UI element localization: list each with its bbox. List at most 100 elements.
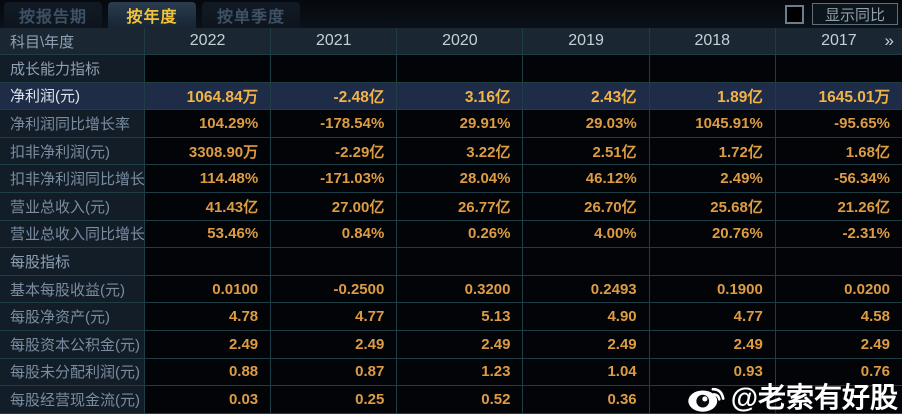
year-header-2018[interactable]: 2018 (649, 28, 776, 55)
cell-value (523, 55, 650, 83)
cell-value: 1045.91% (649, 110, 776, 138)
row-label: 营业总收入(元) (0, 192, 145, 221)
cell-value: 4.77 (271, 303, 398, 331)
row-label: 扣非净利润(元) (0, 137, 145, 166)
row-label: 成长能力指标 (0, 55, 145, 83)
cell-value (775, 248, 902, 276)
cell-value: 28.04% (397, 165, 524, 193)
cell-value: 0.03 (145, 386, 272, 414)
year-header-2022[interactable]: 2022 (145, 28, 272, 55)
cell-value: 0.36 (523, 386, 650, 414)
cell-value: 4.77 (649, 303, 776, 331)
cell-value: 27.00亿 (271, 192, 398, 221)
cell-value: 3308.90万 (145, 137, 272, 166)
cell-value (397, 248, 524, 276)
cell-value: 26.77亿 (397, 192, 524, 221)
cell-value: -171.03% (271, 165, 398, 193)
cell-value (145, 248, 272, 276)
table-row[interactable]: 基本每股收益(元) 0.0100 -0.2500 0.3200 0.2493 0.1900… (0, 275, 902, 304)
section-row: 成长能力指标 (0, 55, 902, 83)
table-row[interactable]: 净利润(元) 1064.84万 -2.48亿 3.16亿 2.43亿 1.89亿 1645.… (0, 82, 902, 111)
row-label: 每股资本公积金(元) (0, 330, 145, 359)
tab-by-single-quarter[interactable]: 按单季度 (202, 2, 300, 28)
year-header-2017-label: 2017 (821, 32, 857, 49)
cell-value: 114.48% (145, 165, 272, 193)
cell-value (649, 386, 776, 414)
cell-value (271, 55, 398, 83)
cell-value: 104.29% (145, 110, 272, 138)
cell-value: 29.03% (523, 110, 650, 138)
cell-value: 0.87 (271, 358, 398, 387)
tab-by-report-period[interactable]: 按报告期 (4, 2, 102, 28)
cell-value: 29.91% (397, 110, 524, 138)
cell-value: -56.34% (775, 165, 902, 193)
row-label: 每股经营现金流(元) (0, 386, 145, 414)
cell-value: 1.23 (397, 358, 524, 387)
cell-value: 4.78 (145, 303, 272, 331)
cell-value: 2.49% (649, 165, 776, 193)
cell-value: -0.2500 (271, 275, 398, 304)
row-label: 净利润同比增长率 (0, 110, 145, 138)
cell-value: 0.25 (271, 386, 398, 414)
cell-value: 4.58 (775, 303, 902, 331)
table-row[interactable]: 每股经营现金流(元) 0.03 0.25 0.52 0.36 (0, 386, 902, 414)
cell-value: 3.16亿 (397, 82, 524, 111)
year-header-2020[interactable]: 2020 (397, 28, 524, 55)
tab-by-year[interactable]: 按年度 (108, 2, 196, 28)
cell-value: 0.1900 (649, 275, 776, 304)
row-label: 每股指标 (0, 248, 145, 276)
cell-value (523, 248, 650, 276)
cell-value: 0.93 (649, 358, 776, 387)
period-tabbar: 按报告期 按年度 按单季度 显示同比 (0, 0, 902, 28)
cell-value (271, 248, 398, 276)
cell-value: 1064.84万 (145, 82, 272, 111)
cell-value: 1645.01万 (775, 82, 902, 111)
show-yoy-button[interactable]: 显示同比 (811, 3, 898, 25)
cell-value (775, 55, 902, 83)
table-row[interactable]: 营业总收入同比增长率53.46%0.84%0.26%4.00%20.76%-2.… (0, 220, 902, 249)
table-row[interactable]: 扣非净利润同比增长率114.48%-171.03%28.04%46.12%2.4… (0, 165, 902, 193)
cell-value: 2.43亿 (523, 82, 650, 111)
cell-value: 0.26% (397, 220, 524, 249)
cell-value: 41.43亿 (145, 192, 272, 221)
year-header-2021[interactable]: 2021 (271, 28, 398, 55)
cell-value: 0.88 (145, 358, 272, 387)
cell-value: 2.49 (145, 330, 272, 359)
table-row[interactable]: 营业总收入(元) 41.43亿 27.00亿 26.77亿 26.70亿 25.68亿 21… (0, 192, 902, 221)
cell-value (145, 55, 272, 83)
table-row[interactable]: 扣非净利润(元) 3308.90万 -2.29亿 3.22亿 2.51亿 1.72亿 1.6… (0, 137, 902, 166)
cell-value: 2.49 (523, 330, 650, 359)
yoy-controls: 显示同比 (784, 3, 902, 25)
table-row[interactable]: 净利润同比增长率 104.29% -178.54% 29.91% 29.03% 1045.… (0, 110, 902, 138)
cell-value: 5.13 (397, 303, 524, 331)
cell-value: 3.22亿 (397, 137, 524, 166)
cell-value: 0.0200 (775, 275, 902, 304)
show-yoy-checkbox[interactable] (784, 4, 804, 24)
row-label: 扣非净利润同比增长率 (0, 165, 145, 193)
cell-value: -2.31% (775, 220, 902, 249)
cell-value: 2.51亿 (523, 137, 650, 166)
cell-value: 1.89亿 (649, 82, 776, 111)
cell-value: 0.84% (271, 220, 398, 249)
cell-value: 26.70亿 (523, 192, 650, 221)
year-header-2017[interactable]: 2017 » (775, 28, 902, 55)
more-columns-icon[interactable]: » (884, 31, 894, 50)
cell-value: -95.65% (775, 110, 902, 138)
year-header-2019[interactable]: 2019 (523, 28, 650, 55)
cell-value: -2.29亿 (271, 137, 398, 166)
cell-value: -2.48亿 (271, 82, 398, 111)
cell-value (649, 55, 776, 83)
table-row[interactable]: 每股未分配利润(元) 0.88 0.87 1.23 1.04 0.93 0.76 (0, 358, 902, 387)
table-row[interactable]: 每股净资产(元) 4.78 4.77 5.13 4.90 4.77 4.58 (0, 303, 902, 331)
cell-value: 46.12% (523, 165, 650, 193)
cell-value: 0.0100 (145, 275, 272, 304)
table-row[interactable]: 每股资本公积金(元) 2.49 2.49 2.49 2.49 2.49 2.49 (0, 330, 902, 359)
cell-value: 53.46% (145, 220, 272, 249)
row-label: 基本每股收益(元) (0, 275, 145, 304)
cell-value: 2.49 (649, 330, 776, 359)
corner-header: 科目\年度 (0, 28, 145, 55)
cell-value: 25.68亿 (649, 192, 776, 221)
cell-value: 4.00% (523, 220, 650, 249)
cell-value: 0.3200 (397, 275, 524, 304)
cell-value (397, 55, 524, 83)
